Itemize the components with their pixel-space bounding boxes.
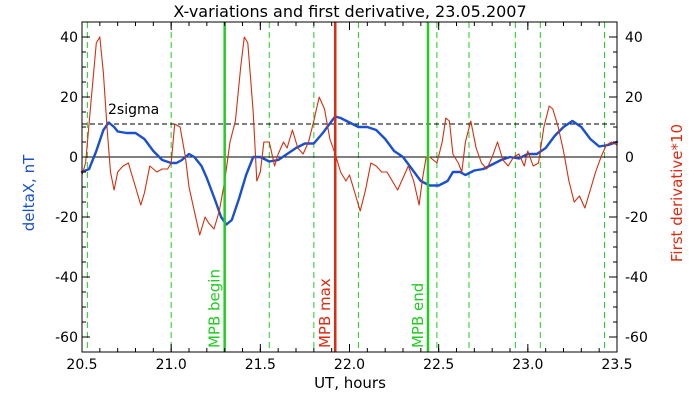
y-tick-label-left: 40 [60,30,78,46]
y-axis-right-label: First derivative*10 [668,124,686,262]
y-tick-label-left: 0 [69,150,78,166]
y-tick-label-right: -60 [625,330,648,346]
derivative-line [81,36,618,236]
x-tick-label: 21.5 [245,357,276,373]
plot-area: MPB begin MPB max MPB end 20.5 21.0 21.5 22.0 2… [55,21,648,373]
x-tick-label: 23.5 [601,357,632,373]
threshold-label: 2sigma [108,102,159,118]
y-tick-label-right: 20 [625,90,643,106]
y-tick-label-right: -40 [625,270,648,286]
mpb-max-label: MPB max [316,278,334,348]
y-tick-label-left: -60 [55,330,78,346]
chart-title: X-variations and first derivative, 23.05… [173,2,526,21]
x-tick-label: 22.5 [423,357,454,373]
x-tick-label: 22.0 [334,357,365,373]
y-tick-label-left: -20 [55,210,78,226]
y-tick-label-left: 20 [60,90,78,106]
y-tick-label-right: 40 [625,30,643,46]
x-axis-label: UT, hours [314,374,386,392]
x-tick-label: 23.0 [512,357,543,373]
y-tick-label-right: -20 [625,210,648,226]
x-tick-label: 20.5 [66,357,97,373]
y-tick-label-right: 0 [625,150,634,166]
y-tick-label-left: -40 [55,270,78,286]
x-tick-label: 21.0 [156,357,187,373]
y-axis-left-label: deltaX, nT [20,154,38,231]
deltax-line [80,115,619,226]
mpb-end-label: MPB end [409,283,427,348]
plot-frame [81,21,618,353]
mpb-begin-label: MPB begin [206,269,224,348]
